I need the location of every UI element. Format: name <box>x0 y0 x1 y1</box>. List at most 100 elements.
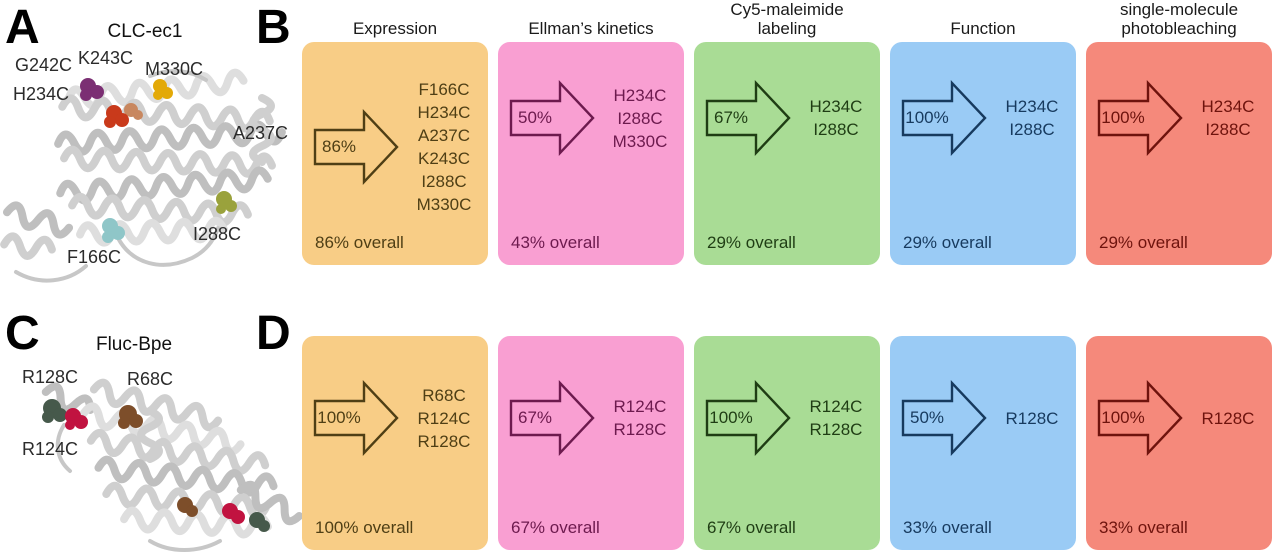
mutant-name: I288C <box>813 120 859 139</box>
pass-rate: 86% <box>321 137 357 156</box>
mutant-list: F166C H234C A237C K243C I288C M330C <box>400 78 488 216</box>
overall-rate: 86% overall <box>315 233 404 252</box>
site-label-r68c: R68C <box>127 369 174 389</box>
pass-arrow-icon: 86% <box>312 107 400 187</box>
overall-rate: 100% overall <box>315 518 414 537</box>
site-label-r128c: R128C <box>22 367 79 387</box>
pass-rate: 100% <box>317 408 361 427</box>
pass-arrow-icon: 100% <box>900 78 988 158</box>
overall-rate: 67% overall <box>707 518 796 537</box>
mutant-name: H234C <box>809 97 863 116</box>
pass-arrow-icon: 50% <box>508 78 596 158</box>
stage-header-expression: Expression <box>352 19 438 38</box>
mutant-name: R68C <box>422 385 466 405</box>
site-marker-r68c-2 <box>177 497 198 517</box>
stage-header-cy5-maleimide-labeling: Cy5-maleimide labeling <box>730 0 844 38</box>
pass-rate: 100% <box>1101 108 1145 127</box>
mutant-name: R128C <box>809 420 863 439</box>
panel-c-structure-title: Fluc-Bpe <box>95 334 173 355</box>
pass-arrow-icon: 67% <box>508 378 596 458</box>
mutant-name: H234C <box>1005 97 1059 116</box>
pass-rate: 67% <box>713 108 749 127</box>
site-marker-i288c <box>216 191 237 214</box>
site-label-k243c: K243C <box>78 48 134 68</box>
mutant-name: M330C <box>612 131 668 151</box>
mutant-name: R128C <box>613 420 667 439</box>
stage-box-b-expression: 86% F166C H234C A237C K243C I288C M330C … <box>302 42 488 265</box>
site-marker-f166c <box>102 218 125 243</box>
stage-header-ellmans-kinetics: Ellman’s kinetics <box>528 19 654 38</box>
mutant-name: I288C <box>421 172 467 191</box>
pass-arrow-icon: 50% <box>900 378 988 458</box>
site-marker-h234c <box>104 105 129 128</box>
stage-box-d-photobleaching: 100% R128C 33% overall <box>1086 336 1272 550</box>
mutant-list: H234C I288C <box>1184 95 1272 141</box>
overall-rate: 33% overall <box>903 518 992 537</box>
pass-arrow-icon: 100% <box>1096 78 1184 158</box>
site-marker-a237c <box>124 103 143 120</box>
pass-rate: 100% <box>905 108 949 127</box>
site-marker-r124c-2 <box>222 503 245 524</box>
mutant-name: I288C <box>617 108 663 128</box>
panel-d-letter: D <box>256 307 291 360</box>
mutant-name: R128C <box>1005 408 1059 428</box>
pass-rate: 50% <box>517 108 553 127</box>
stage-box-b-function: 100% H234C I288C 29% overall <box>890 42 1076 265</box>
site-label-a237c: A237C <box>233 123 289 143</box>
site-label-i288c: I288C <box>193 224 242 244</box>
mutant-list: R68C R124C R128C <box>400 384 488 453</box>
mutant-list: H234C I288C M330C <box>596 84 684 153</box>
mutant-list: H234C I288C <box>988 95 1076 141</box>
mutant-list: R128C <box>988 407 1076 430</box>
mutant-name: K243C <box>418 149 470 168</box>
overall-rate: 29% overall <box>707 233 796 252</box>
mutant-name: H234C <box>1201 97 1255 116</box>
pass-rate: 100% <box>1101 408 1145 427</box>
site-label-h234c: H234C <box>13 84 70 104</box>
site-label-g242c: G242C <box>15 55 73 75</box>
stage-header-function: Function <box>950 19 1016 38</box>
overall-rate: 29% overall <box>903 233 992 252</box>
mutant-name: A237C <box>418 126 470 145</box>
mutant-list: H234C I288C <box>792 95 880 141</box>
stage-box-b-cy5-labeling: 67% H234C I288C 29% overall <box>694 42 880 265</box>
site-marker-r124c <box>65 408 88 430</box>
clc-ec1-pipeline-row: 86% F166C H234C A237C K243C I288C M330C … <box>302 42 1272 265</box>
pipeline-stage-headers: Expression Ellman’s kinetics Cy5-maleimi… <box>302 0 1272 40</box>
site-marker-m330c <box>153 79 173 100</box>
overall-rate: 67% overall <box>511 518 600 537</box>
site-marker-r128c-2 <box>249 512 270 532</box>
overall-rate: 43% overall <box>511 233 600 252</box>
stage-box-b-photobleaching: 100% H234C I288C 29% overall <box>1086 42 1272 265</box>
stage-box-d-expression: 100% R68C R124C R128C 100% overall <box>302 336 488 550</box>
site-marker-k243c <box>80 78 104 101</box>
mutant-name: R128C <box>1201 408 1255 428</box>
mutant-name: M330C <box>416 195 472 214</box>
stage-box-b-ellmans-kinetics: 50% H234C I288C M330C 43% overall <box>498 42 684 265</box>
mutant-name: H234C <box>417 103 471 122</box>
mutant-name: R128C <box>417 431 471 451</box>
site-label-m330c: M330C <box>145 59 204 79</box>
mutant-name: I288C <box>1009 120 1055 139</box>
fluc-bpe-pipeline-row: 100% R68C R124C R128C 100% overall 67% R… <box>302 336 1272 550</box>
pass-arrow-icon: 67% <box>704 78 792 158</box>
mutant-name: R124C <box>613 397 667 416</box>
site-marker-r128c <box>42 399 67 423</box>
mutant-name: F166C <box>418 80 470 99</box>
mutant-name: H234C <box>613 85 667 105</box>
mutant-list: R124C R128C <box>596 395 684 441</box>
mutant-list: R128C <box>1184 407 1272 430</box>
overall-rate: 29% overall <box>1099 233 1188 252</box>
mutant-name: R124C <box>809 397 863 416</box>
panel-c-letter: C <box>5 307 40 360</box>
pass-arrow-icon: 100% <box>312 378 400 458</box>
mutant-list: R124C R128C <box>792 395 880 441</box>
site-label-f166c: F166C <box>67 247 122 267</box>
pass-rate: 67% <box>517 408 553 427</box>
site-label-r124c: R124C <box>22 439 79 459</box>
pass-rate: 100% <box>709 408 753 427</box>
pass-arrow-icon: 100% <box>704 378 792 458</box>
panel-a-structure-title: CLC-ec1 <box>107 21 183 42</box>
mutant-name: R124C <box>417 408 471 428</box>
